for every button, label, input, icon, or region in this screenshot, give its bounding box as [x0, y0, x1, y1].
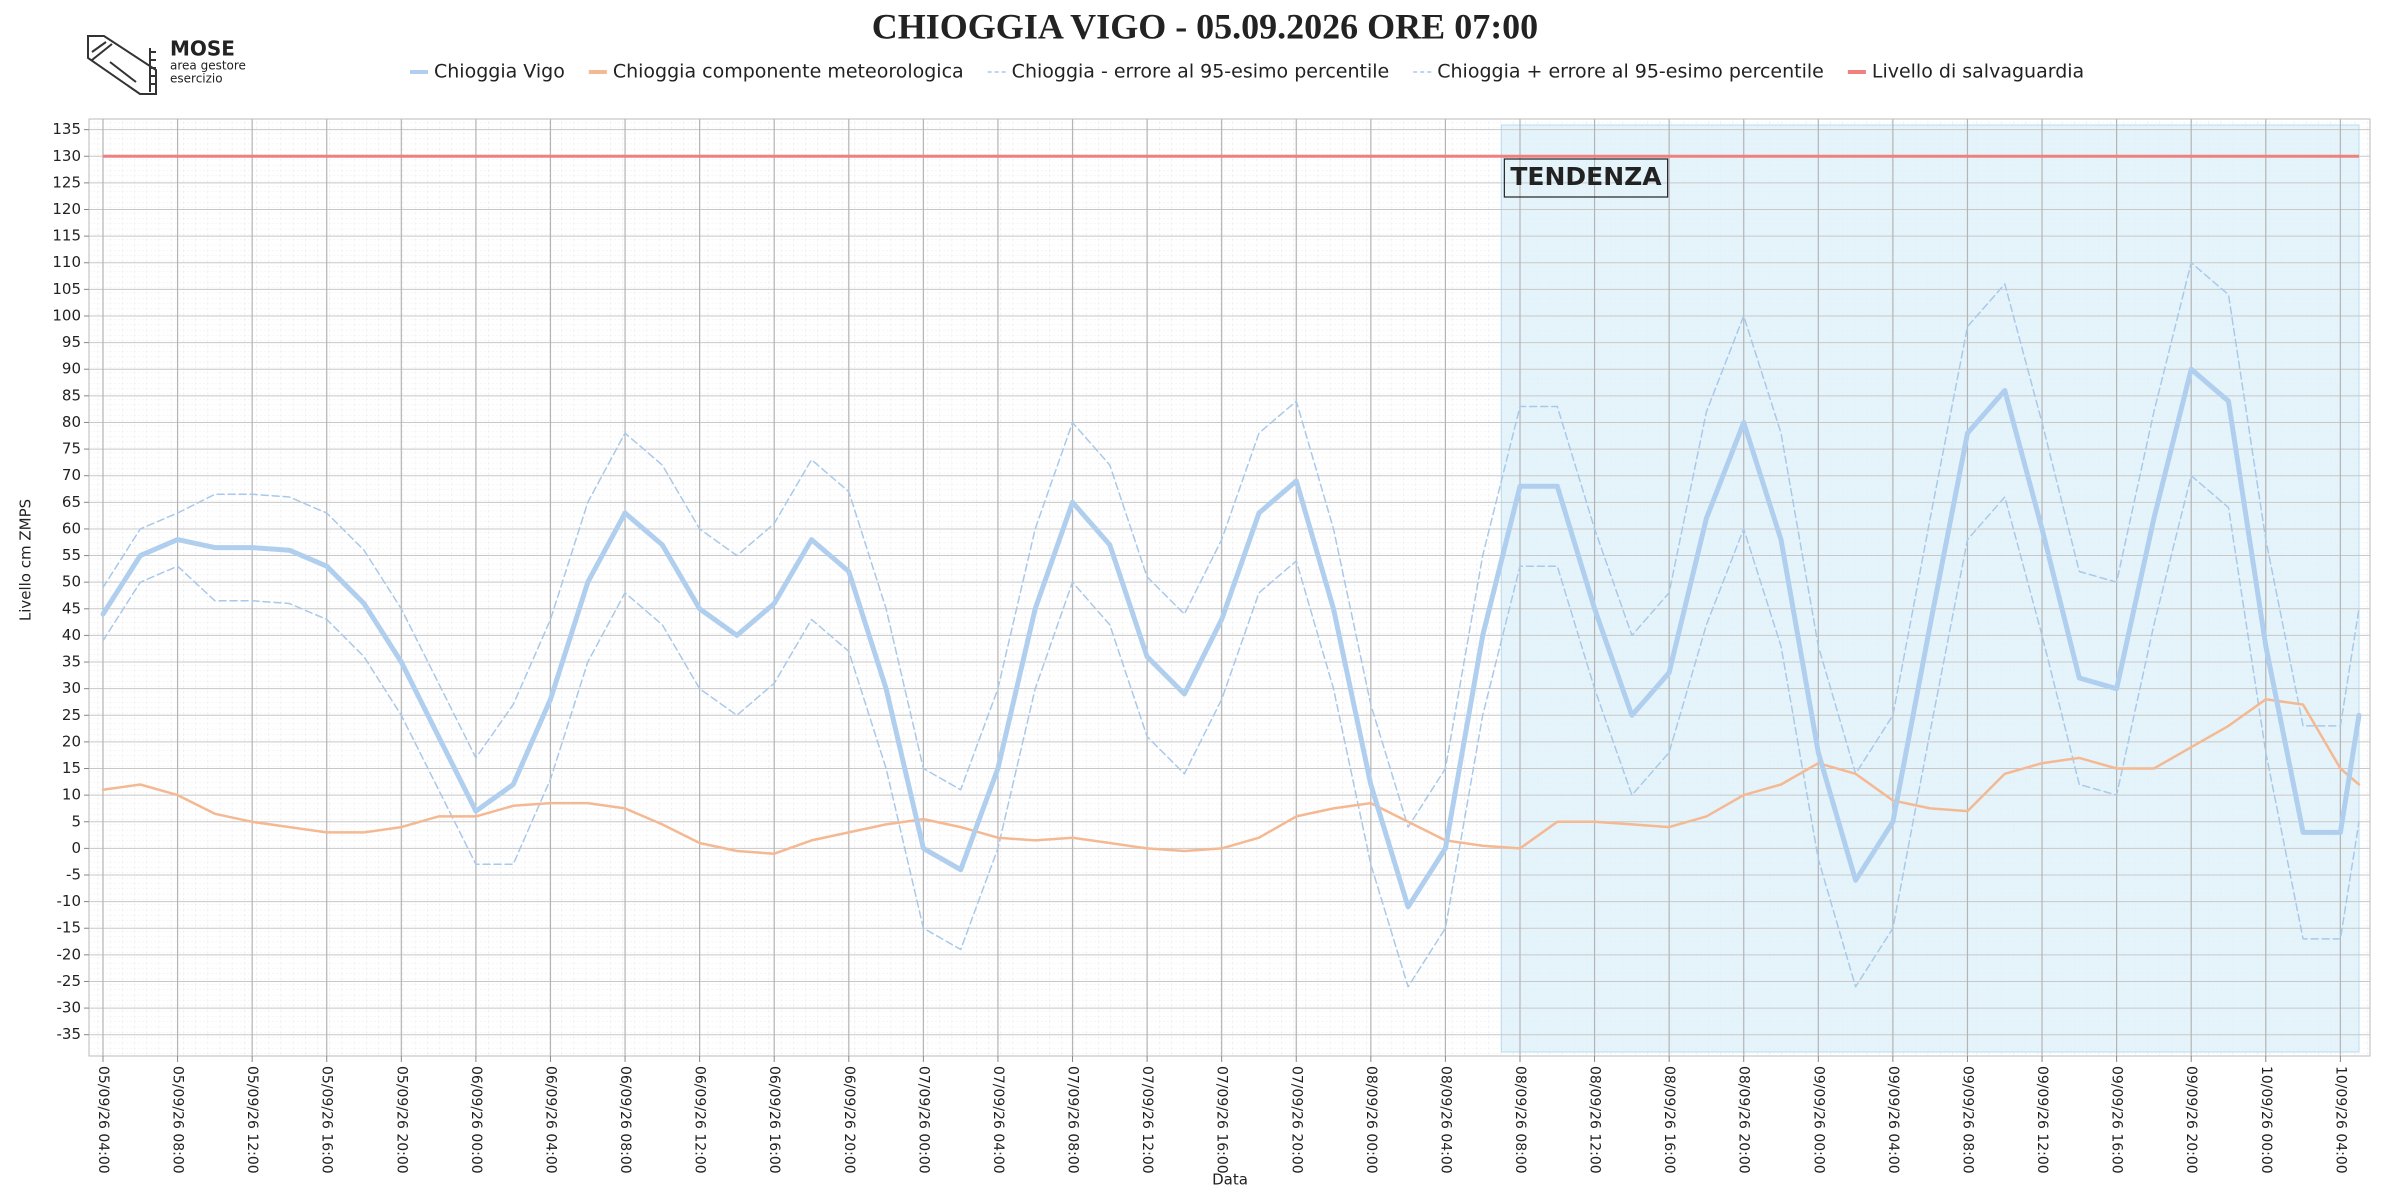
x-tick-label: 08/09/26 12:00	[1587, 1066, 1603, 1174]
y-tick-label: -5	[66, 865, 81, 883]
y-tick-label: 120	[52, 200, 81, 218]
x-tick-label: 05/09/26 20:00	[393, 1066, 409, 1174]
y-tick-label: 95	[62, 333, 81, 351]
x-tick-label: 06/09/26 16:00	[766, 1066, 782, 1174]
series-line	[101, 698, 2361, 855]
y-tick-label: 85	[62, 386, 81, 404]
y-tick-label: 115	[52, 227, 81, 245]
y-tick-label: 125	[52, 173, 81, 191]
x-tick-label: 05/09/26 16:00	[319, 1066, 335, 1174]
y-tick-label: 20	[62, 732, 81, 750]
x-tick-label: 09/09/26 16:00	[2109, 1066, 2125, 1174]
logo-line: esercizio	[170, 72, 223, 86]
y-tick-label: -25	[57, 972, 82, 990]
x-tick-label: 09/09/26 00:00	[1810, 1066, 1826, 1174]
x-tick-label: 06/09/26 12:00	[692, 1066, 708, 1174]
annotation-box	[1503, 158, 1669, 198]
series-line	[100, 366, 2362, 910]
x-tick-label: 05/09/26 08:00	[170, 1066, 186, 1174]
annotation-label: TENDENZA	[1510, 162, 1662, 191]
series-line	[102, 261, 2360, 828]
x-tick-label: 07/09/26 16:00	[1214, 1066, 1230, 1174]
y-tick-label: 45	[62, 599, 81, 617]
y-tick-label: 130	[52, 147, 81, 165]
y-tick-label: 40	[62, 626, 81, 644]
logo	[87, 35, 157, 95]
x-tick-label: 06/09/26 08:00	[617, 1066, 633, 1174]
y-tick-label: 90	[62, 360, 81, 378]
x-tick-label: 06/09/26 20:00	[841, 1066, 857, 1174]
x-tick-label: 08/09/26 20:00	[1736, 1066, 1752, 1174]
y-tick-label: 135	[52, 120, 81, 138]
y-tick-label: -10	[57, 892, 82, 910]
y-tick-label: 30	[62, 679, 81, 697]
y-tick-label: -30	[57, 999, 82, 1017]
y-tick-label: 110	[52, 253, 81, 271]
x-tick-label: 05/09/26 04:00	[95, 1066, 111, 1174]
y-tick-label: 105	[52, 280, 81, 298]
logo-line: area gestore	[170, 59, 246, 73]
y-tick-label: 55	[62, 546, 81, 564]
x-tick-label: 08/09/26 00:00	[1363, 1066, 1379, 1174]
x-tick-label: 07/09/26 08:00	[1065, 1066, 1081, 1174]
x-tick-label: 07/09/26 04:00	[990, 1066, 1006, 1174]
y-tick-label: 10	[62, 786, 81, 804]
y-tick-label: 0	[71, 839, 81, 857]
x-tick-label: 06/09/26 00:00	[468, 1066, 484, 1174]
chart-title: CHIOGGIA VIGO - 05.09.2026 ORE 07:00	[872, 6, 1538, 46]
x-tick-label: 07/09/26 12:00	[1139, 1066, 1155, 1174]
logo-name: MOSE	[170, 37, 235, 61]
y-tick-label: 80	[62, 413, 81, 431]
x-tick-label: 05/09/26 12:00	[244, 1066, 260, 1174]
x-tick-label: 09/09/26 04:00	[1885, 1066, 1901, 1174]
x-tick-label: 10/09/26 04:00	[2332, 1066, 2348, 1174]
x-tick-label: 09/09/26 08:00	[1959, 1066, 1975, 1174]
legend-label: Chioggia - errore al 95-esimo percentile	[1012, 61, 1390, 83]
annotation: TENDENZA	[1503, 158, 1669, 198]
x-tick-label: 10/09/26 00:00	[2258, 1066, 2274, 1174]
y-tick-label: 60	[62, 519, 81, 537]
y-tick-label: 75	[62, 440, 81, 458]
y-tick-label: 5	[71, 812, 81, 830]
x-tick-label: 08/09/26 04:00	[1437, 1066, 1453, 1174]
y-tick-label: 50	[62, 573, 81, 591]
x-tick-label: 07/09/26 00:00	[915, 1066, 931, 1174]
y-tick-label: 65	[62, 493, 81, 511]
legend-label: Livello di salvaguardia	[1872, 61, 2084, 83]
y-tick-label: -35	[57, 1025, 82, 1043]
forecast-region	[1500, 124, 2360, 1053]
y-tick-label: 100	[52, 306, 81, 324]
x-axis-label: Data	[1212, 1171, 1248, 1189]
x-tick-label: 06/09/26 04:00	[542, 1066, 558, 1174]
y-tick-label: -20	[57, 945, 82, 963]
x-tick-label: 09/09/26 20:00	[2183, 1066, 2199, 1174]
x-tick-label: 07/09/26 20:00	[1288, 1066, 1304, 1174]
y-tick-label: -15	[57, 919, 82, 937]
y-tick-label: 25	[62, 706, 81, 724]
y-tick-label: 15	[62, 759, 81, 777]
y-tick-label: 35	[62, 653, 81, 671]
x-tick-label: 08/09/26 08:00	[1512, 1066, 1528, 1174]
legend-label: Chioggia Vigo	[434, 61, 565, 83]
legend-label: Chioggia + errore al 95-esimo percentile	[1437, 61, 1824, 83]
x-tick-label: 08/09/26 16:00	[1661, 1066, 1677, 1174]
y-axis-label: Livello cm ZMPS	[17, 499, 35, 621]
x-tick-label: 09/09/26 12:00	[2034, 1066, 2050, 1174]
y-tick-label: 70	[62, 466, 81, 484]
legend-label: Chioggia componente meteorologica	[613, 61, 964, 83]
